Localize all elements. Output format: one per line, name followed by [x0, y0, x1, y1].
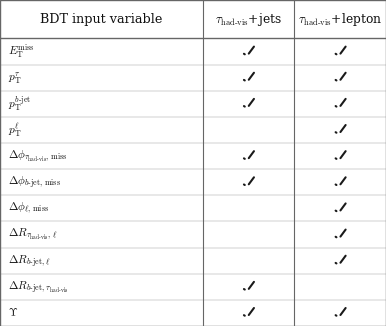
Text: $\Upsilon$: $\Upsilon$ — [8, 307, 19, 319]
Text: $\Delta\phi_{b\text{-jet},\,\mathrm{miss}}$: $\Delta\phi_{b\text{-jet},\,\mathrm{miss… — [8, 174, 61, 190]
Text: $\Delta\phi_{\ell,\,\mathrm{miss}}$: $\Delta\phi_{\ell,\,\mathrm{miss}}$ — [8, 201, 50, 216]
Text: $p_{\mathrm{T}}^{\ell}$: $p_{\mathrm{T}}^{\ell}$ — [8, 121, 22, 139]
Text: $\tau_{\mathrm{had\text{-}vis}}$+jets: $\tau_{\mathrm{had\text{-}vis}}$+jets — [215, 11, 282, 28]
Text: BDT input variable: BDT input variable — [40, 13, 163, 26]
Text: $\Delta R_{b\text{-jet},\,\tau_{\mathrm{had\text{-}vis}}}$: $\Delta R_{b\text{-jet},\,\tau_{\mathrm{… — [8, 279, 69, 295]
Text: $\Delta R_{b\text{-jet},\,\ell}$: $\Delta R_{b\text{-jet},\,\ell}$ — [8, 253, 52, 269]
Text: $\tau_{\mathrm{had\text{-}vis}}$+lepton: $\tau_{\mathrm{had\text{-}vis}}$+lepton — [298, 11, 382, 28]
Text: $\Delta\phi_{\tau_{\mathrm{had\text{-}vis}},\,\mathrm{miss}}$: $\Delta\phi_{\tau_{\mathrm{had\text{-}vi… — [8, 148, 68, 164]
Text: $p_{\mathrm{T}}^{b\text{-jet}}$: $p_{\mathrm{T}}^{b\text{-jet}}$ — [8, 95, 32, 113]
Text: $E_{\mathrm{T}}^{\mathrm{miss}}$: $E_{\mathrm{T}}^{\mathrm{miss}}$ — [8, 43, 35, 60]
Text: $p_{\mathrm{T}}^{\tau}$: $p_{\mathrm{T}}^{\tau}$ — [8, 70, 22, 85]
Text: $\Delta R_{\tau_{\mathrm{had\text{-}vis}},\,\ell}$: $\Delta R_{\tau_{\mathrm{had\text{-}vis}… — [8, 227, 58, 242]
